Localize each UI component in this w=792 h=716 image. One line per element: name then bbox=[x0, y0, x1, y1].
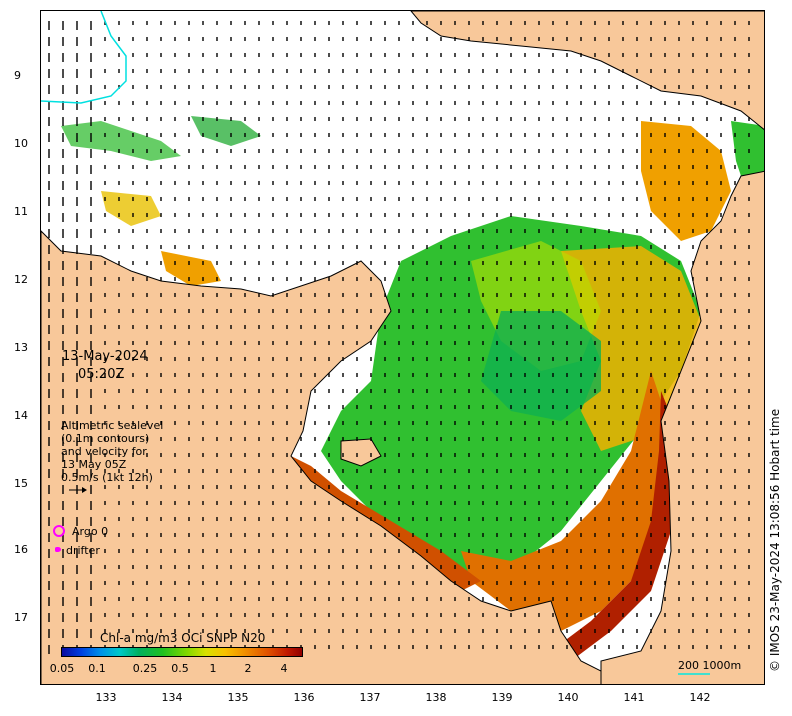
drifter-marker-icon bbox=[55, 547, 61, 552]
lon-label-137: 137 bbox=[359, 691, 381, 704]
scale-bar bbox=[678, 673, 710, 675]
lat-label-11: 11 bbox=[14, 205, 28, 218]
map-time: 05:20Z bbox=[78, 367, 125, 382]
lat-label-17: 17 bbox=[14, 611, 28, 624]
colorbar-title: Chl-a mg/m3 OCi SNPP N20 bbox=[100, 631, 266, 645]
colorbar-tick: 1 bbox=[209, 662, 217, 675]
legend-line-2: (0.1m contours) bbox=[61, 432, 150, 445]
lon-label-140: 140 bbox=[557, 691, 579, 704]
lat-label-12: 12 bbox=[14, 273, 28, 286]
credit-text: © IMOS 23-May-2024 13:08:56 Hobart time bbox=[768, 408, 782, 672]
lat-label-9: 9 bbox=[14, 69, 21, 82]
lon-label-136: 136 bbox=[293, 691, 315, 704]
land-new-guinea bbox=[410, 11, 764, 131]
drifter-label: drifter bbox=[66, 544, 100, 557]
land-layer bbox=[41, 11, 764, 684]
lat-label-15: 15 bbox=[14, 477, 28, 490]
colorbar-tick: 0.05 bbox=[49, 662, 75, 675]
colorbar-tick: 4 bbox=[280, 662, 288, 675]
velocity-arrows bbox=[48, 21, 750, 654]
lon-label-139: 139 bbox=[491, 691, 513, 704]
argo-marker-icon bbox=[53, 525, 65, 537]
lat-label-14: 14 bbox=[14, 409, 28, 422]
lat-label-13: 13 bbox=[14, 341, 28, 354]
land-cape-york bbox=[600, 170, 764, 684]
land-groote bbox=[340, 438, 382, 467]
lon-label-133: 133 bbox=[95, 691, 117, 704]
map-date: 13-May-2024 bbox=[62, 349, 148, 364]
colorbar-tick: 0.1 bbox=[88, 662, 106, 675]
colorbar bbox=[61, 647, 303, 657]
sealevel-contour bbox=[41, 11, 127, 104]
lat-label-16: 16 bbox=[14, 543, 28, 556]
lon-label-142: 142 bbox=[689, 691, 711, 704]
colorbar-tick: 2 bbox=[244, 662, 252, 675]
reference-arrow-icon bbox=[69, 487, 87, 493]
lon-label-141: 141 bbox=[623, 691, 645, 704]
colorbar-tick: 0.5 bbox=[171, 662, 189, 675]
land-arnhem bbox=[41, 230, 602, 684]
colorbar-tick: 0.25 bbox=[132, 662, 158, 675]
lat-label-10: 10 bbox=[14, 137, 28, 150]
lon-label-134: 134 bbox=[161, 691, 183, 704]
lon-label-135: 135 bbox=[227, 691, 249, 704]
scale-label: 200 1000m bbox=[678, 659, 742, 672]
argo-label: Argo 0 bbox=[72, 525, 109, 538]
map-frame[interactable] bbox=[40, 10, 765, 685]
legend-line-4: 13 May 05Z bbox=[61, 458, 127, 471]
map-canvas[interactable] bbox=[41, 11, 765, 685]
legend-line-3: and velocity for bbox=[61, 445, 147, 458]
legend-line-1: Altimetric sealevel bbox=[61, 419, 164, 432]
legend-line-5: 0.5m/s (1kt 12h) bbox=[61, 471, 153, 484]
lon-label-138: 138 bbox=[425, 691, 447, 704]
